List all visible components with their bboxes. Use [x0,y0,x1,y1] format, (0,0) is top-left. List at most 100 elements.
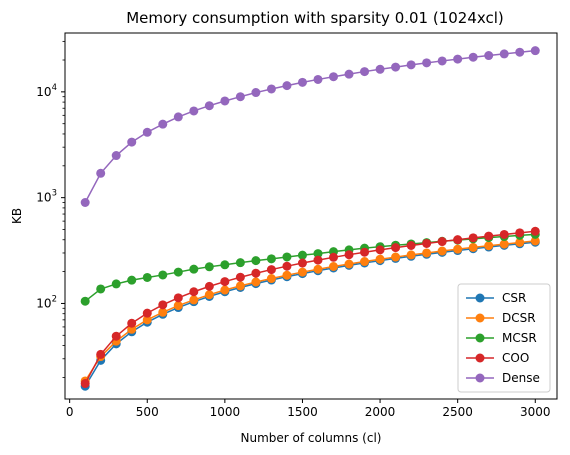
data-point [158,300,168,310]
data-point [499,229,509,239]
legend-marker [475,353,485,363]
data-point [329,72,338,82]
data-point [344,259,354,269]
x-axis-ticks: 0 500 1000 1500 2000 2500 3000 [66,399,551,419]
data-point [266,84,276,94]
data-point [437,246,447,256]
data-point [251,88,261,98]
data-point [484,231,494,241]
series-coo [80,226,540,389]
data-point [282,252,292,262]
data-point [391,252,401,262]
data-point [484,241,494,251]
data-point [204,262,214,272]
data-point [360,257,370,267]
x-tick-label: 2000 [365,405,396,419]
data-point [204,281,214,291]
plot-marks [80,46,540,391]
data-point [437,237,447,247]
series-dense [80,46,540,207]
data-point [189,287,199,297]
data-point [453,235,463,245]
legend-label: CSR [502,291,526,305]
data-point [530,236,540,246]
data-point [111,151,121,161]
x-tick-label: 500 [136,405,159,419]
data-point [297,258,307,268]
data-point [189,295,199,305]
legend-marker [475,333,485,343]
legend-item-dcsr: DCSR [466,311,536,325]
data-point [313,74,323,84]
data-point [344,250,354,260]
legend-marker [475,313,485,323]
data-point [173,112,183,122]
legend-item-dense: Dense [466,371,540,385]
data-point [96,168,106,178]
data-point [453,54,463,64]
data-point [220,285,230,295]
data-point [142,127,152,137]
data-point [127,275,137,285]
data-point [282,261,292,271]
data-point [96,284,106,294]
x-tick-label: 0 [66,405,74,419]
legend-item-mcsr: MCSR [466,331,537,345]
x-axis-label: Number of columns (cl) [241,431,382,445]
data-point [80,198,90,207]
data-point [251,256,261,266]
y-tick-label: 103 [36,189,57,205]
data-point [266,254,276,264]
data-point [530,226,540,236]
data-point [142,272,152,282]
data-point [173,267,183,277]
data-point [391,243,401,253]
data-point [515,237,525,247]
legend: CSR DCSR MCSR COO Dense [457,283,551,393]
data-point [220,277,230,287]
y-axis-ticks: 102 103 104 [36,40,65,378]
data-point [282,81,292,91]
data-point [484,51,494,61]
chart-title: Memory consumption with sparsity 0.01 (1… [126,9,504,27]
legend-item-csr: CSR [466,291,526,305]
legend-item-coo: COO [466,351,529,365]
data-point [220,260,230,270]
x-tick-label: 1500 [287,405,318,419]
data-point [313,255,323,265]
data-point [437,56,447,66]
data-point [515,228,525,238]
data-point [142,315,152,325]
data-point [468,233,478,243]
data-point [375,245,385,255]
data-point [329,262,338,271]
data-point [251,268,261,278]
data-point [158,119,168,129]
legend-label: DCSR [502,311,536,325]
data-point [515,47,525,57]
data-point [360,247,370,257]
legend-box [457,283,551,393]
data-point [96,349,106,359]
legend-label: COO [502,351,529,365]
data-point [391,62,401,72]
data-point [422,248,432,258]
y-tick-label: 102 [36,294,57,310]
data-point [235,281,245,291]
data-point [235,258,245,268]
data-point [80,296,90,306]
data-point [530,46,540,56]
data-point [204,290,214,300]
data-point [251,277,261,287]
data-point [282,270,292,280]
data-point [220,96,230,106]
data-point [468,242,478,252]
x-tick-label: 2500 [442,405,473,419]
data-point [453,244,463,254]
data-point [158,307,168,317]
data-point [499,239,509,249]
data-point [499,49,509,59]
data-point [313,249,323,259]
x-tick-label: 1000 [210,405,241,419]
